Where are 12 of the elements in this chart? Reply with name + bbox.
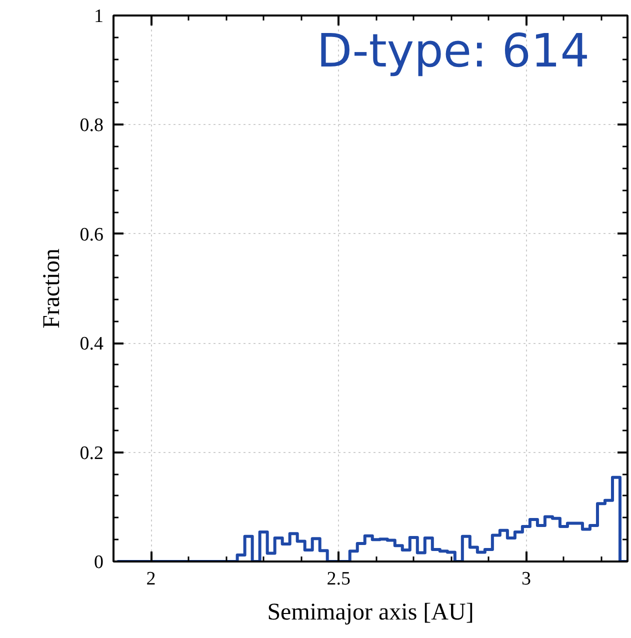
y-tick-label: 0.6 bbox=[80, 224, 104, 246]
x-tick-label: 2.5 bbox=[326, 568, 350, 590]
y-tick-label: 0.8 bbox=[80, 115, 104, 136]
x-axis-title: Semimajor axis [AU] bbox=[267, 600, 474, 626]
y-tick-label: 0.2 bbox=[80, 442, 104, 464]
x-tick-label: 3 bbox=[521, 568, 531, 590]
y-tick-label: 1 bbox=[94, 6, 104, 27]
y-axis-title: Fraction bbox=[38, 248, 65, 328]
x-tick-label: 2 bbox=[146, 568, 156, 590]
y-tick-label: 0.4 bbox=[80, 334, 104, 355]
annotation: D-type: 614 bbox=[316, 24, 590, 78]
y-tick-label: 0 bbox=[94, 552, 104, 573]
